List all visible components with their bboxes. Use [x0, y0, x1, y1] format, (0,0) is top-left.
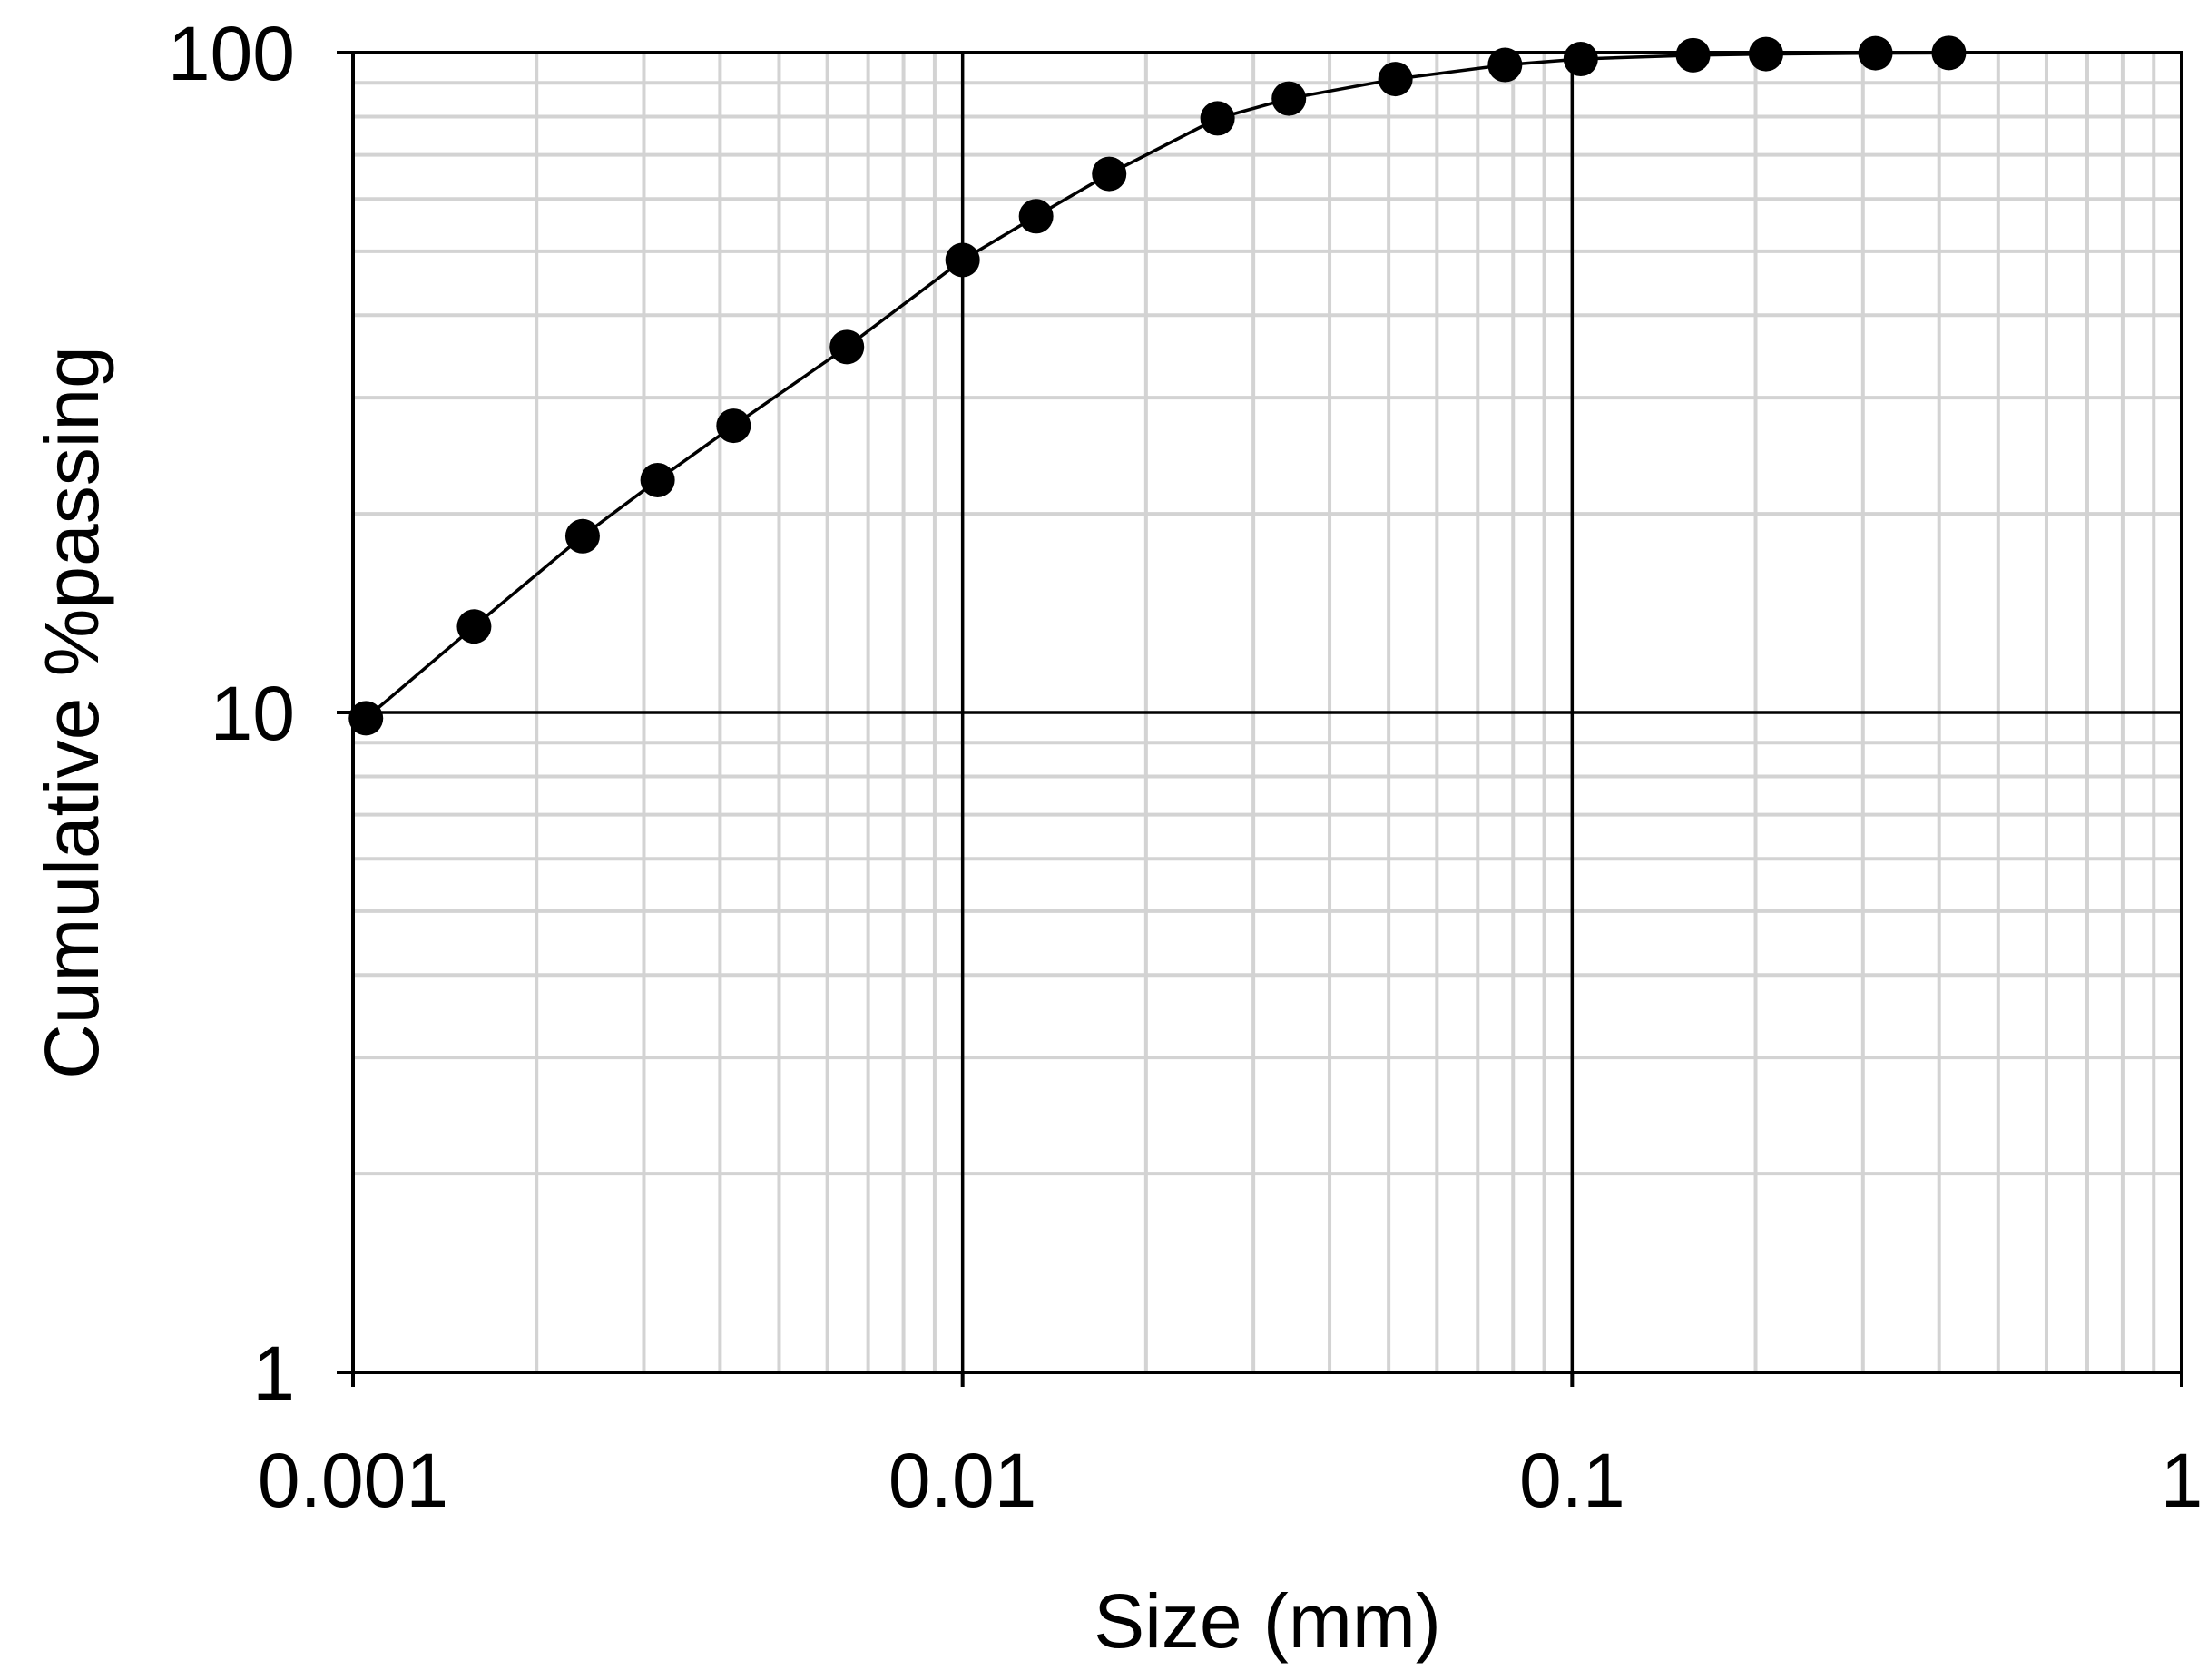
x-tick-label: 0.001	[258, 1438, 448, 1523]
x-axis-tick-labels: 0.001 0.01 0.1 1	[258, 1438, 2203, 1523]
axis-ticks	[337, 51, 2183, 1387]
data-point	[1018, 199, 1054, 234]
data-point	[348, 701, 384, 736]
data-point	[1931, 35, 1967, 71]
data-point	[716, 408, 751, 444]
data-point	[1748, 36, 1783, 72]
y-axis-tick-labels: 1 10 100	[168, 11, 295, 1416]
data-point	[1675, 37, 1711, 73]
x-axis-title: Size (mm)	[1094, 1578, 1441, 1664]
y-axis-title: Cumulative %passing	[29, 346, 114, 1079]
data-point	[1563, 42, 1598, 77]
data-point	[456, 609, 492, 644]
x-tick-label: 1	[2161, 1438, 2203, 1523]
y-tick-label: 100	[168, 11, 295, 96]
data-point	[945, 242, 980, 278]
series-line	[365, 51, 1949, 720]
data-point	[1378, 62, 1413, 97]
x-tick-label: 0.1	[1519, 1438, 1625, 1523]
data-point	[1092, 156, 1127, 192]
data-point	[1487, 47, 1523, 83]
data-point	[1271, 81, 1307, 116]
x-tick-label: 0.01	[888, 1438, 1037, 1523]
data-point	[1200, 101, 1235, 136]
y-tick-label: 10	[211, 671, 295, 756]
data-point	[1858, 35, 1893, 71]
data-point	[564, 518, 600, 554]
data-point	[829, 329, 865, 365]
data-series	[348, 35, 1967, 736]
data-point	[640, 462, 675, 497]
y-tick-label: 1	[252, 1331, 295, 1416]
